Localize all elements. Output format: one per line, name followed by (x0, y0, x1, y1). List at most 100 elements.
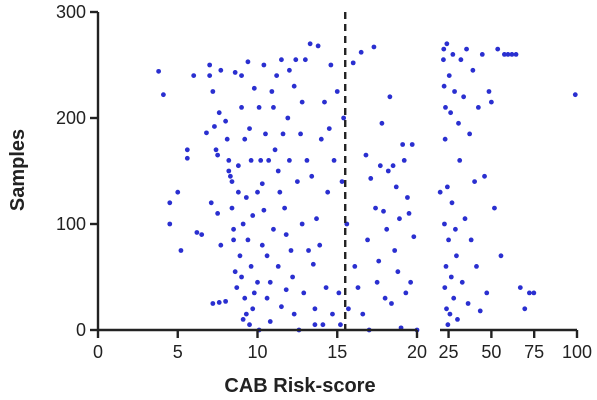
data-point (283, 287, 289, 293)
x-axis-title: CAB Risk-score (224, 375, 375, 397)
data-point (287, 158, 292, 163)
data-point (444, 184, 450, 190)
data-point (495, 46, 501, 52)
data-point (352, 264, 358, 269)
data-point (210, 301, 216, 306)
data-point (479, 52, 485, 57)
data-point (459, 279, 465, 285)
data-point (269, 89, 275, 94)
data-point (299, 99, 305, 105)
data-point (384, 226, 390, 232)
data-point (299, 221, 305, 227)
data-point (263, 131, 268, 137)
data-point (207, 73, 213, 78)
data-point (326, 126, 332, 131)
data-point (452, 89, 457, 94)
data-point (449, 200, 455, 206)
data-point (467, 131, 473, 137)
data-point (408, 279, 414, 285)
data-point (256, 105, 262, 110)
data-point (213, 147, 219, 153)
data-point (406, 211, 412, 216)
data-point (401, 158, 407, 163)
data-point (381, 208, 386, 214)
data-point (204, 130, 209, 136)
data-point (235, 163, 241, 169)
data-point (279, 304, 284, 310)
data-point (442, 136, 448, 142)
data-point (474, 264, 479, 269)
x-tick-label: 100 (562, 342, 592, 362)
y-ticks: 0 100 200 300 (56, 2, 98, 340)
x-tick-label: 5 (173, 342, 183, 362)
data-point (314, 216, 319, 222)
data-point (453, 226, 458, 232)
x-tick-label: 10 (247, 342, 267, 362)
data-point (395, 269, 401, 275)
data-point (277, 189, 283, 195)
data-point (464, 46, 469, 52)
x-tick-label: 0 (93, 342, 103, 362)
data-point (239, 274, 244, 280)
data-point (247, 322, 252, 328)
data-point (306, 248, 311, 253)
data-point (280, 131, 286, 137)
data-point (331, 158, 337, 163)
data-point (243, 195, 249, 200)
data-point (455, 317, 460, 322)
data-point (215, 211, 221, 216)
data-point (259, 242, 265, 248)
data-point (243, 311, 249, 317)
y-axis: 0 100 200 300 (56, 2, 100, 340)
y-tick-label: 0 (76, 320, 86, 340)
data-point (501, 52, 507, 57)
data-point (251, 290, 257, 296)
data-point (373, 205, 378, 211)
data-point (302, 57, 308, 63)
data-point (250, 306, 256, 312)
data-point (448, 274, 454, 280)
data-point (397, 216, 402, 222)
x-tick-label: 15 (327, 342, 347, 362)
data-point (184, 155, 190, 161)
data-point (358, 49, 364, 55)
data-point (411, 234, 417, 240)
data-points (156, 41, 578, 333)
data-point (247, 126, 252, 131)
data-point (379, 120, 385, 126)
data-point (338, 322, 343, 328)
y-tick-label: 100 (56, 214, 86, 234)
data-point (446, 73, 452, 78)
data-point (232, 70, 238, 75)
data-point (450, 52, 456, 57)
data-point (441, 57, 446, 63)
data-point (350, 60, 356, 66)
data-point (226, 168, 232, 174)
data-point (484, 290, 490, 296)
data-point (320, 322, 326, 328)
x-tick-label: 20 (407, 342, 427, 362)
data-point (191, 73, 197, 78)
data-point (451, 295, 457, 301)
data-point (258, 158, 264, 163)
data-point (531, 290, 537, 296)
data-point (218, 242, 224, 248)
data-point (239, 105, 244, 110)
data-point (488, 99, 494, 105)
data-point (323, 285, 329, 290)
data-point (226, 158, 232, 163)
data-point (446, 237, 451, 243)
data-point (309, 173, 315, 179)
data-point (325, 189, 331, 195)
data-point (216, 110, 222, 116)
data-point (462, 216, 468, 222)
data-point (482, 173, 487, 179)
data-point (272, 147, 278, 153)
data-point (315, 43, 321, 49)
data-point (458, 57, 464, 63)
data-point (156, 68, 162, 74)
data-point (294, 179, 300, 185)
data-point (374, 279, 380, 285)
data-point (248, 158, 254, 163)
data-point (282, 205, 288, 211)
